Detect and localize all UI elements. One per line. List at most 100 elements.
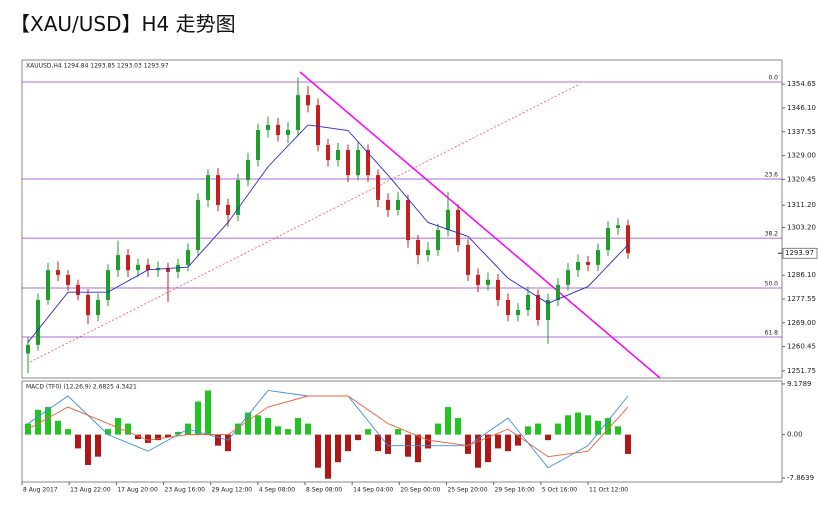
macd-bar — [165, 434, 171, 438]
macd-bar — [245, 412, 251, 435]
x-tick-label: 29 Sep 16:00 — [495, 487, 535, 494]
macd-bar — [205, 390, 211, 435]
macd-bar — [225, 434, 231, 452]
macd-bar — [595, 420, 601, 435]
chart-header: XAUUSD,H4 1294.84 1293.85 1293.03 1293.9… — [26, 63, 169, 70]
candle-body — [206, 175, 210, 200]
x-tick-label: 20 Sep 00:00 — [400, 487, 440, 494]
macd-bar — [615, 426, 621, 435]
y-tick-label: 9.1789 — [787, 380, 812, 388]
macd-bar — [275, 426, 281, 435]
candle-body — [536, 294, 540, 321]
candle-body — [126, 255, 130, 271]
candle-body — [396, 199, 400, 210]
y-tick-label: 1277.55 — [787, 295, 816, 303]
macd-bar — [175, 431, 181, 435]
candle-body — [326, 145, 330, 161]
y-tick-label: 1329.00 — [787, 152, 816, 160]
candle-body — [216, 175, 220, 205]
candle-body — [456, 209, 460, 246]
candle-body — [116, 255, 120, 271]
macd-bar — [35, 409, 41, 435]
y-tick-label: 1320.45 — [787, 175, 816, 183]
macd-bar — [395, 429, 401, 435]
x-tick-label: 17 Aug 20:00 — [117, 487, 158, 494]
candle-body — [586, 262, 590, 265]
trend-line-dotted — [29, 83, 581, 363]
candle-body — [176, 264, 180, 272]
y-tick-label: 1337.55 — [787, 128, 816, 136]
y-tick-label: -7.8639 — [787, 474, 814, 482]
candle-body — [506, 299, 510, 316]
macd-bar — [125, 423, 131, 435]
last-price-box — [782, 247, 818, 259]
macd-bar — [365, 429, 371, 435]
candle-body — [276, 124, 280, 135]
candle-body — [616, 225, 620, 229]
x-tick-label: 29 Aug 12:00 — [212, 487, 253, 494]
y-tick-label: 1286.10 — [787, 271, 816, 279]
fib-label: 23.6 — [765, 172, 779, 179]
candle-body — [376, 175, 380, 200]
candle-body — [386, 199, 390, 210]
candle-body — [96, 299, 100, 316]
macd-bar — [115, 418, 121, 435]
candle-body — [226, 204, 230, 215]
fib-label: 38.2 — [765, 231, 779, 238]
macd-bar — [65, 429, 71, 435]
candle-body — [266, 124, 270, 130]
macd-bar — [255, 415, 261, 435]
macd-line — [27, 395, 629, 458]
macd-bar — [315, 434, 321, 468]
y-tick-label: 1354.65 — [787, 80, 816, 88]
macd-bar — [135, 434, 141, 440]
candle-body — [136, 264, 140, 271]
candle-body — [146, 264, 150, 271]
macd-bar — [305, 423, 311, 435]
macd-bar — [605, 418, 611, 435]
candle-body — [196, 199, 200, 251]
candle-body — [566, 270, 570, 285]
trend-line — [299, 71, 661, 379]
candle-body — [576, 262, 580, 271]
x-tick-label: 23 Aug 16:00 — [165, 487, 206, 494]
candle-body — [76, 284, 80, 295]
last-price-label: 1293.97 — [785, 249, 814, 257]
x-tick-label: 5 Oct 16:00 — [542, 487, 577, 494]
x-tick-label: 8 Aug 2017 — [23, 487, 58, 494]
candle-body — [356, 150, 360, 176]
candle-body — [466, 245, 470, 275]
candle-body — [556, 284, 560, 300]
macd-bar — [215, 434, 221, 446]
candle-body — [546, 299, 550, 321]
x-tick-label: 25 Sep 20:00 — [448, 487, 488, 494]
candle-body — [366, 150, 370, 176]
macd-bar — [425, 434, 431, 449]
x-tick-label: 8 Sep 08:00 — [306, 487, 342, 494]
macd-bar — [235, 423, 241, 435]
macd-bar — [195, 401, 201, 435]
candle-body — [36, 299, 40, 345]
macd-bar — [345, 434, 351, 452]
y-tick-label: 0.00 — [787, 431, 803, 439]
macd-bar — [295, 418, 301, 435]
macd-bar — [375, 434, 381, 452]
macd-bar — [335, 434, 341, 463]
macd-bar — [545, 434, 551, 441]
macd-bar — [105, 429, 111, 435]
candle-body — [486, 279, 490, 285]
candle-body — [186, 250, 190, 265]
y-tick-label: 1260.45 — [787, 343, 816, 351]
macd-bar — [475, 434, 481, 468]
candle-body — [26, 344, 30, 354]
candle-body — [106, 270, 110, 300]
candle-body — [66, 274, 70, 285]
candle-body — [336, 150, 340, 161]
macd-bar — [485, 434, 491, 463]
macd-bar — [95, 434, 101, 457]
candle-body — [86, 294, 90, 316]
candle-body — [286, 129, 290, 135]
fib-label: 61.8 — [765, 330, 779, 337]
